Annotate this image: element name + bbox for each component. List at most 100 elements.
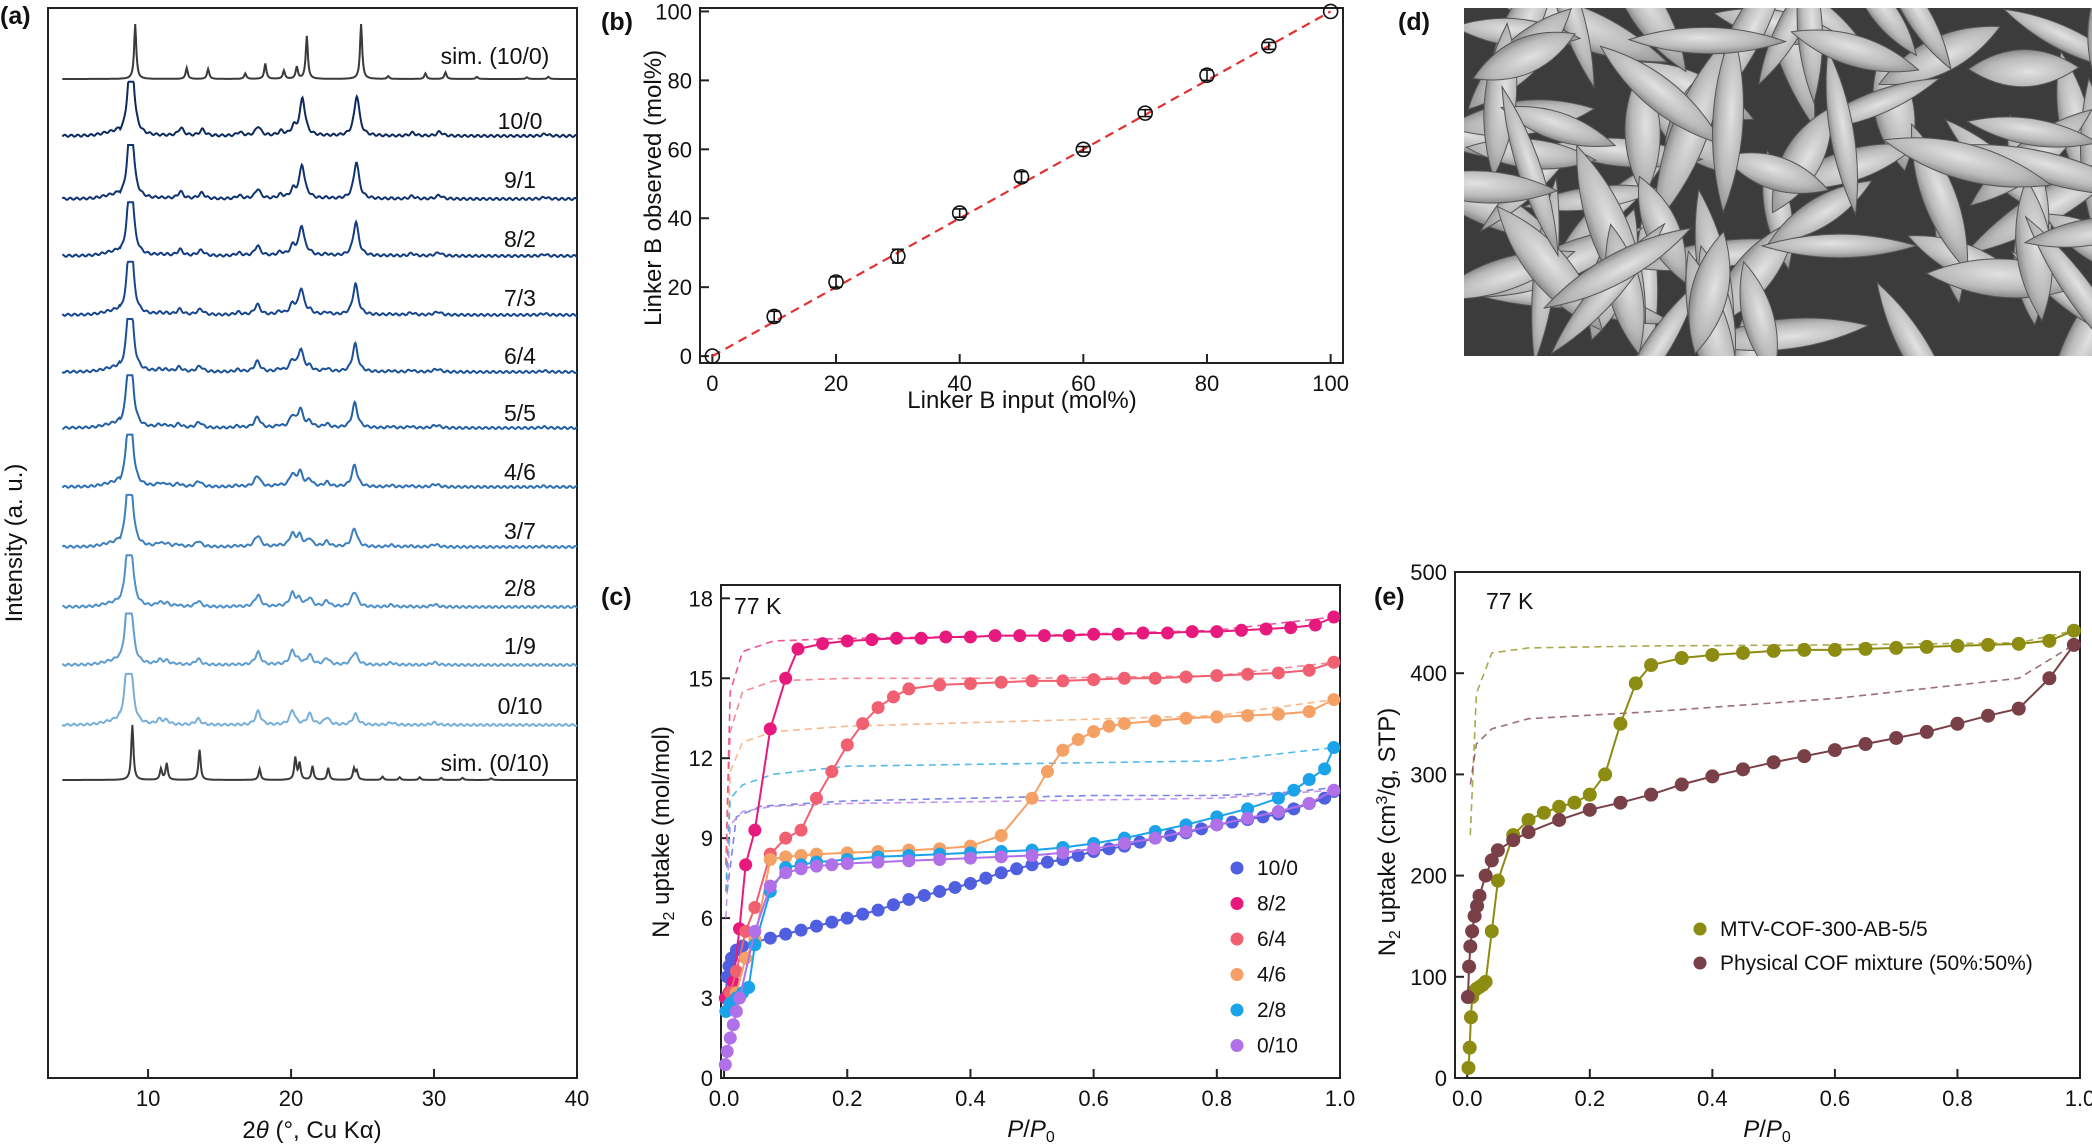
data-point (825, 915, 839, 929)
axis-rest-1: uptake (cm (1374, 805, 1401, 930)
data-point (1087, 673, 1101, 687)
crystal (2024, 215, 2092, 356)
data-point (763, 879, 777, 893)
crystal (1796, 8, 1823, 105)
data-point (729, 964, 743, 978)
data-point (1327, 655, 1341, 669)
data-point (809, 791, 823, 805)
plot-frame (1454, 571, 2081, 1079)
data-point (1628, 676, 1643, 691)
data-point (1463, 939, 1478, 954)
data-point (1075, 141, 1092, 158)
data-point (933, 852, 947, 866)
data-point (1919, 724, 1934, 739)
y-axis-label: Intensity (a. u.) (1, 464, 28, 623)
y-tick-label: 100 (655, 0, 692, 24)
data-point (1136, 626, 1150, 640)
data-point (994, 850, 1008, 864)
x-tick-label: 0.6 (1820, 1086, 1851, 1111)
data-point (2011, 701, 2026, 716)
pattern-label: 4/6 (504, 459, 536, 485)
legend: MTV-COF-300-AB-5/5 Physical COF mixture (… (1693, 918, 2033, 975)
data-point (1889, 730, 1904, 745)
data-point (704, 348, 721, 364)
data-point (1582, 802, 1597, 817)
crystal (1757, 8, 1829, 86)
data-point (902, 854, 916, 868)
y-tick-label: 0 (680, 344, 692, 369)
legend-marker (1230, 861, 1244, 875)
xrd-pattern (61, 318, 578, 375)
data-point (1271, 707, 1285, 721)
data-point (1461, 1060, 1476, 1075)
plot-frame (720, 584, 1341, 1079)
data-point (1241, 802, 1255, 816)
data-point (732, 991, 746, 1005)
data-point (1287, 783, 1301, 797)
data-point (1460, 990, 1475, 1005)
data-point (1087, 725, 1101, 739)
data-point (1271, 791, 1285, 805)
x-tick-label: 60 (1071, 371, 1095, 396)
data-point (809, 859, 823, 873)
crystal (1825, 48, 1859, 217)
data-point (1271, 666, 1285, 680)
data-point (890, 631, 904, 645)
data-point (988, 629, 1002, 643)
panel-label-d: (d) (1398, 8, 1430, 36)
desorption-curves (725, 616, 1334, 919)
legend-marker (1693, 922, 1707, 936)
xrd-pattern (61, 612, 577, 668)
y-tick-label: 12 (689, 746, 713, 771)
data-point (1582, 787, 1597, 802)
data-point (933, 678, 947, 692)
data-point (1210, 669, 1224, 683)
crystal (1882, 137, 2053, 188)
axis-ticks: 0 20 40 60 80 100 0 20 40 60 80 100 (655, 0, 1349, 396)
data-point (1148, 831, 1162, 845)
data-point (1302, 663, 1316, 677)
data-point (1981, 708, 1996, 723)
legend-label: 10/0 (1257, 857, 1298, 880)
data-point (2042, 671, 2057, 686)
y-tick-label: 15 (689, 666, 713, 691)
y-tick-label: 200 (1410, 864, 1447, 889)
data-point (2066, 623, 2081, 638)
axis-slash: / (1759, 1116, 1766, 1143)
crystal (1688, 230, 1731, 355)
x-tick-label: 0.0 (709, 1086, 740, 1111)
desorption-branch (725, 616, 1334, 865)
data-point (1536, 805, 1551, 820)
data-point (1071, 733, 1085, 747)
desorption-branch (1469, 629, 2075, 836)
data-point (1797, 749, 1812, 764)
data-point (963, 851, 977, 865)
data-point (1062, 629, 1076, 643)
x-tick-label: 40 (947, 371, 971, 396)
data-point (1040, 855, 1054, 869)
temperature-annotation: 77 K (1486, 588, 1534, 614)
data-point (739, 924, 753, 938)
scale-bar (1919, 456, 2061, 463)
axis-sub-0: 0 (1782, 1129, 1791, 1146)
xrd-pattern (62, 374, 578, 431)
crystal (1881, 8, 1952, 71)
data-point (825, 765, 839, 779)
data-point (1484, 924, 1499, 939)
xrd-pattern (61, 493, 578, 550)
desorption-branch (725, 746, 1334, 892)
y-tick-label: 500 (1410, 560, 1447, 585)
data-point (1259, 622, 1273, 636)
data-point (1478, 974, 1493, 989)
axis-slash: / (1023, 1116, 1030, 1143)
data-point (1261, 38, 1277, 54)
pattern-label: 0/10 (498, 693, 543, 719)
data-point (1056, 674, 1070, 688)
data-point (1234, 623, 1248, 637)
data-point (1302, 705, 1316, 719)
data-point (963, 630, 977, 644)
data-point (1521, 812, 1536, 827)
data-point (794, 923, 808, 937)
data-point (763, 931, 777, 945)
data-point (840, 856, 854, 870)
